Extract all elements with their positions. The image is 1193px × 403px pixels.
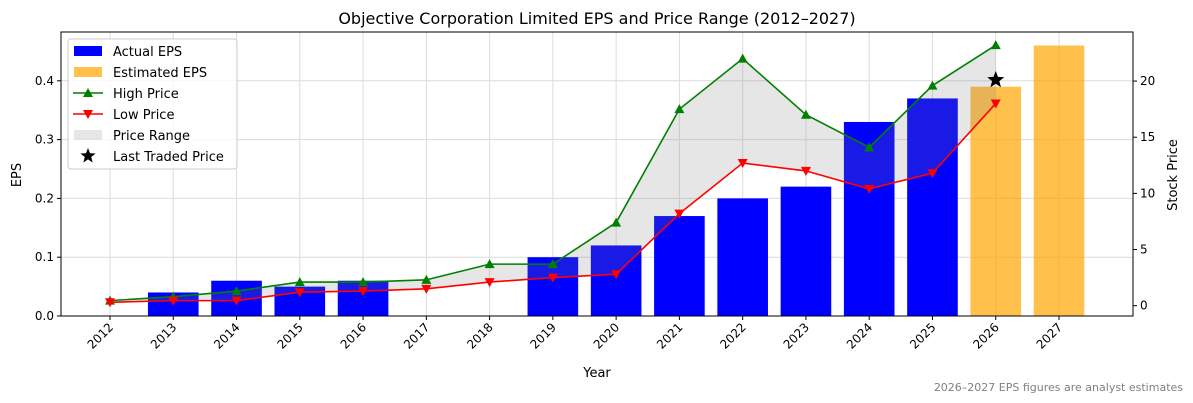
high-price-marker xyxy=(547,259,558,269)
low-price-marker xyxy=(927,169,938,179)
x-tick-label: 2026 xyxy=(970,320,1001,351)
high-price-marker xyxy=(864,142,875,152)
legend-label: Estimated EPS xyxy=(113,66,207,81)
low-price-marker xyxy=(294,288,305,298)
high-price-marker xyxy=(231,286,242,296)
x-tick-label: 2019 xyxy=(527,320,558,351)
y-tick-label: 0.3 xyxy=(35,133,54,147)
low-price-marker xyxy=(484,278,495,288)
x-tick-label: 2017 xyxy=(401,320,432,351)
y2-axis-label: Stock Price xyxy=(1166,139,1181,211)
legend-swatch xyxy=(74,67,102,77)
high-price-marker xyxy=(611,217,622,227)
legend-swatch xyxy=(74,46,102,56)
high-price-marker xyxy=(800,109,811,119)
x-tick-label: 2018 xyxy=(464,320,495,351)
y2-tick-label: 20 xyxy=(1140,74,1155,88)
y-tick-label: 0.0 xyxy=(35,309,54,323)
footnote: 2026–2027 EPS figures are analyst estima… xyxy=(934,381,1183,394)
price-range-area xyxy=(110,45,996,303)
y-tick-label: 0.1 xyxy=(35,250,54,264)
x-tick-label: 2025 xyxy=(907,320,938,351)
legend-label: Low Price xyxy=(113,108,174,123)
low-price-marker xyxy=(168,296,179,306)
legend-label: Actual EPS xyxy=(113,45,182,60)
low-price-marker xyxy=(611,270,622,280)
legend-box xyxy=(67,38,238,170)
low-price-marker xyxy=(231,296,242,306)
low-price-marker xyxy=(674,209,685,219)
actual-eps-bar xyxy=(337,280,389,316)
actual-eps-bar xyxy=(843,121,895,316)
x-tick-label: 2023 xyxy=(781,320,812,351)
x-tick-label: 2024 xyxy=(844,320,875,351)
x-axis: 2012 2013 2014 2015 2016 2017 2018 2019 2020 2021… xyxy=(85,316,1065,352)
x-tick-label: 2022 xyxy=(717,320,748,351)
estimated-eps-bar xyxy=(1033,45,1085,317)
high-price-marker xyxy=(358,277,369,287)
legend-marker xyxy=(83,88,93,97)
y2-tick-label: 0 xyxy=(1140,299,1148,313)
legend-marker xyxy=(83,110,93,119)
y2-tick-label: 15 xyxy=(1140,130,1155,144)
x-tick-label: 2015 xyxy=(274,320,305,351)
low-price-marker xyxy=(421,284,432,294)
y-axis-label: EPS xyxy=(10,163,25,187)
price-lines xyxy=(105,40,1005,308)
y-tick-label: 0.2 xyxy=(35,191,54,205)
actual-eps-bar xyxy=(654,216,705,316)
actual-eps-bar xyxy=(780,186,832,316)
x-tick-label: 2016 xyxy=(338,320,369,351)
low-price-marker xyxy=(547,273,558,283)
legend-label: High Price xyxy=(113,87,179,102)
bars xyxy=(147,45,1085,317)
last-traded-price-star xyxy=(987,71,1005,88)
estimated-eps-bar xyxy=(970,86,1022,316)
x-axis-label: Year xyxy=(582,366,611,381)
legend-label: Price Range xyxy=(113,129,190,144)
y2-tick-label: 10 xyxy=(1140,186,1155,200)
legend-label: Last Traded Price xyxy=(113,150,224,165)
legend: Actual EPS Estimated EPS High Price Low Pri… xyxy=(67,38,238,170)
high-price-marker xyxy=(421,274,432,284)
legend-star-icon xyxy=(80,148,96,163)
low-price-marker xyxy=(737,159,748,169)
y-axis-right: 0 5 10 15 20 xyxy=(1133,74,1155,313)
high-price-marker xyxy=(294,277,305,287)
low-price-marker xyxy=(105,298,115,308)
y-axis-left: 0.0 0.1 0.2 0.3 0.4 xyxy=(35,74,61,323)
low-price-marker xyxy=(800,166,811,176)
x-tick-label: 2021 xyxy=(654,320,685,351)
high-price-marker xyxy=(737,53,748,63)
legend-swatch xyxy=(74,130,102,140)
x-tick-label: 2012 xyxy=(85,320,116,351)
low-price-marker xyxy=(864,184,875,194)
high-price-marker xyxy=(990,40,1001,50)
high-price-marker xyxy=(674,104,685,114)
plot-frame xyxy=(60,31,1134,317)
x-tick-label: 2020 xyxy=(591,320,622,351)
chart-title: Objective Corporation Limited EPS and Pr… xyxy=(338,9,855,28)
y2-tick-label: 5 xyxy=(1140,243,1148,257)
x-tick-label: 2027 xyxy=(1034,320,1065,351)
low-price-marker xyxy=(990,99,1001,109)
x-tick-label: 2014 xyxy=(211,320,242,351)
low-price-marker xyxy=(358,287,369,297)
price-range-fill xyxy=(110,45,996,303)
x-tick-label: 2013 xyxy=(148,320,179,351)
actual-eps-bar xyxy=(717,198,768,316)
high-price-marker xyxy=(927,80,938,90)
y-tick-label: 0.4 xyxy=(35,74,54,88)
actual-eps-bar xyxy=(907,98,958,317)
high-price-marker xyxy=(484,259,495,269)
